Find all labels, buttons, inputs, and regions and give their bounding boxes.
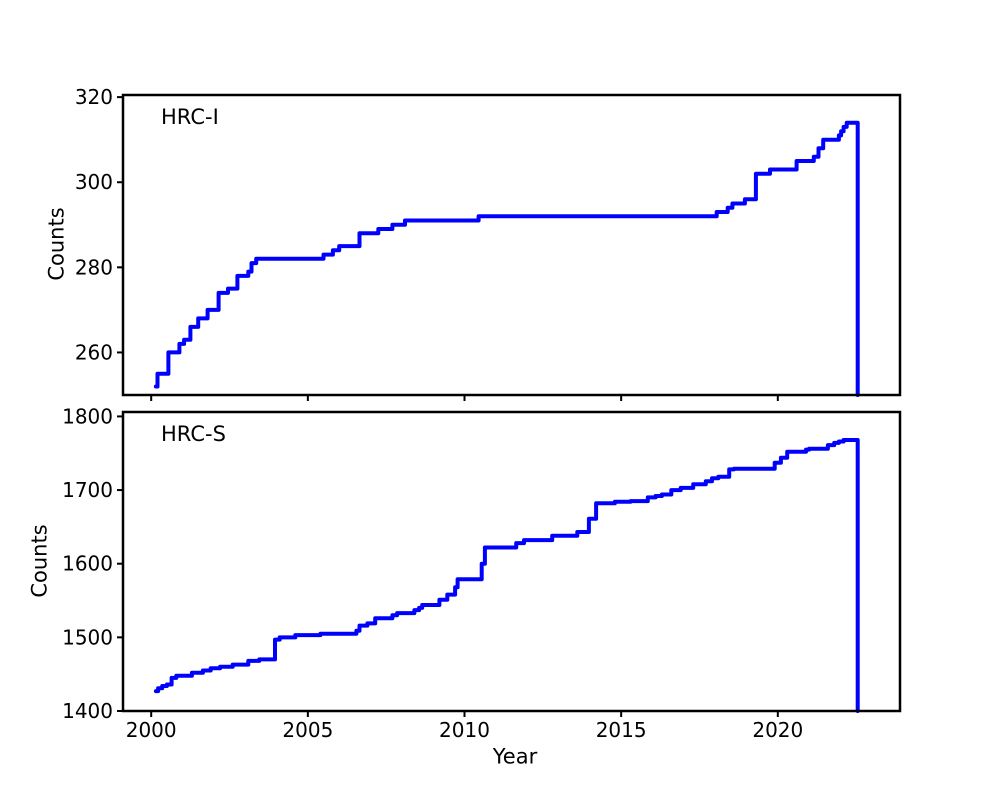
- panel-annotation-hrc-i: HRC-I: [161, 105, 219, 129]
- x-tick-label: 2020: [752, 718, 803, 742]
- y-tick-label: 260: [75, 340, 113, 364]
- x-tick-label: 2000: [126, 718, 177, 742]
- panel-border: [121, 93, 902, 397]
- x-tick-label: 2010: [439, 718, 490, 742]
- panel-border: [121, 410, 902, 713]
- y-tick-label: 1800: [62, 404, 113, 428]
- x-axis-label: Year: [492, 744, 538, 769]
- y-tick-label: 1500: [62, 625, 113, 649]
- y-tick-label: 1400: [62, 699, 113, 723]
- y-axis-label-top: Counts: [44, 207, 69, 281]
- step-line-hrc-i: [153, 120, 860, 397]
- y-axis-label-bottom: Counts: [27, 524, 52, 598]
- x-tick-label: 2015: [596, 718, 647, 742]
- y-tick-label: 320: [75, 85, 113, 109]
- y-tick-label: 1600: [62, 552, 113, 576]
- panel-annotation-hrc-s: HRC-S: [161, 422, 226, 446]
- step-line-hrc-s: [153, 438, 860, 713]
- x-tick-label: 2005: [282, 718, 333, 742]
- y-tick-label: 1700: [62, 478, 113, 502]
- y-tick-label: 280: [75, 255, 113, 279]
- y-tick-label: 300: [75, 170, 113, 194]
